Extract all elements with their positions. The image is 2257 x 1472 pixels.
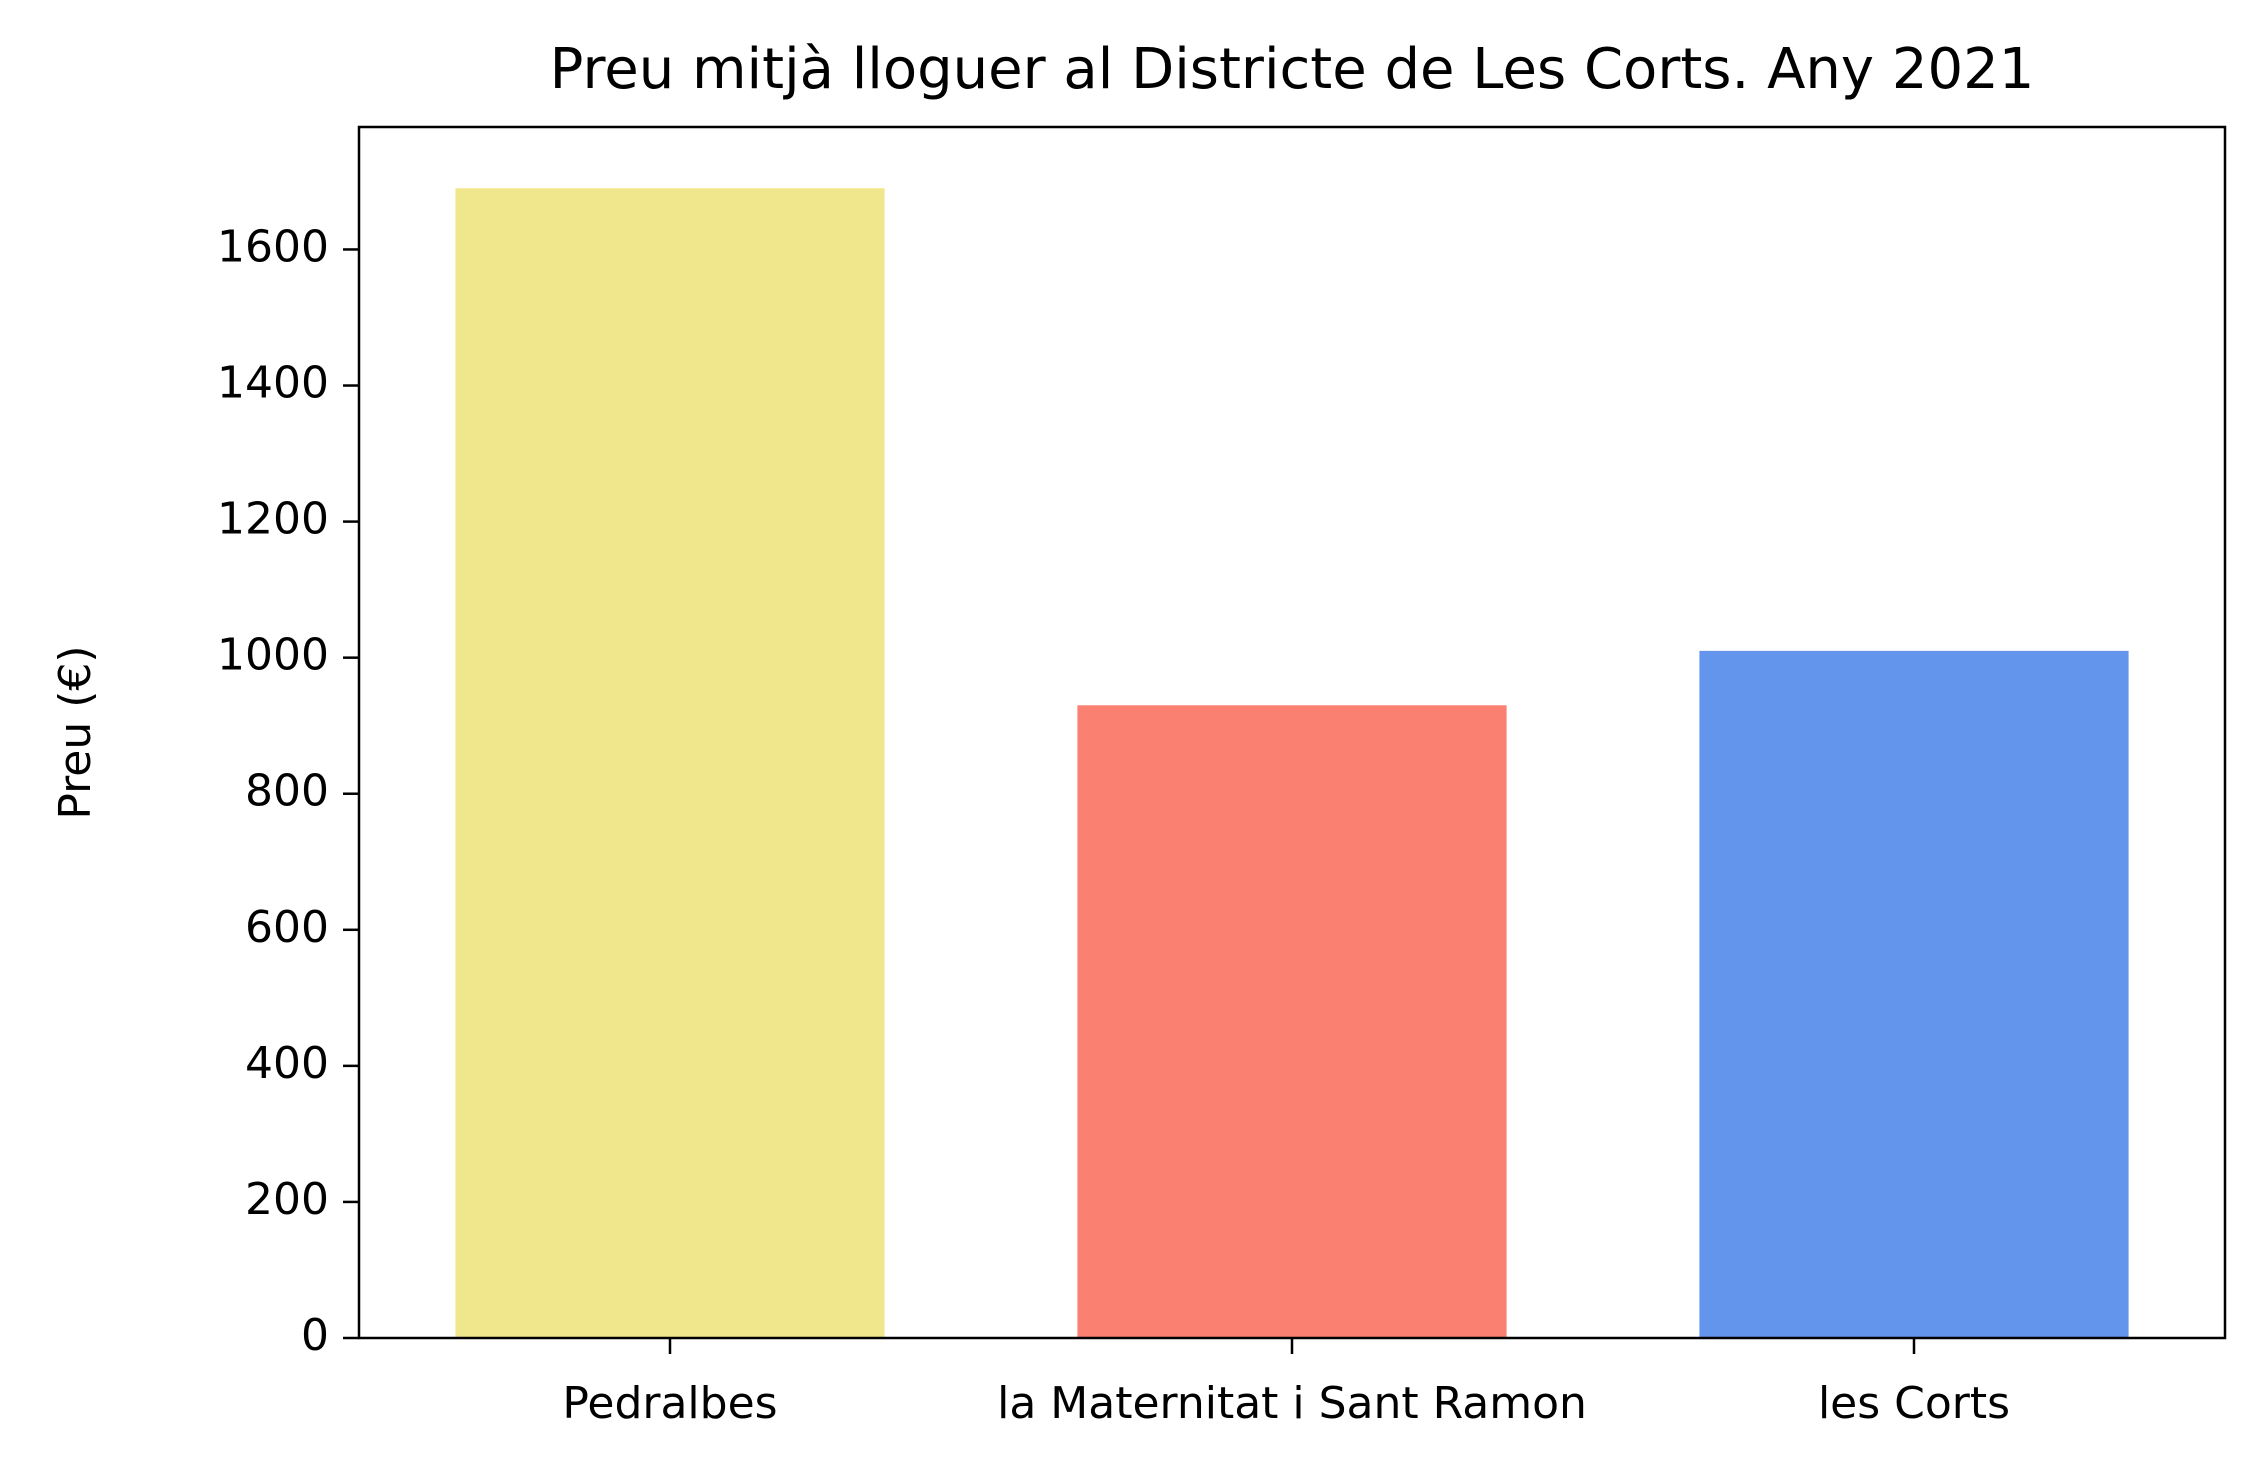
y-tick-label: 1600: [217, 221, 329, 272]
chart-title: Preu mitjà lloguer al Districte de Les C…: [550, 37, 2035, 102]
bar-la-maternitat-i-sant-ramon: [1077, 705, 1507, 1338]
y-tick-label: 1000: [217, 630, 329, 681]
y-tick-label: 800: [245, 766, 329, 817]
y-tick-label: 600: [245, 902, 329, 953]
bar-pedralbes: [455, 188, 885, 1338]
x-tick-label: la Maternitat i Sant Ramon: [997, 1378, 1587, 1429]
y-tick-label: 400: [245, 1038, 329, 1089]
plot-area-frame: [357, 125, 2227, 1340]
bar-les-corts: [1699, 650, 2129, 1338]
x-tick-label: Pedralbes: [562, 1378, 777, 1429]
y-axis-label: Preu (€): [50, 645, 101, 819]
y-tick-label: 1400: [217, 358, 329, 409]
y-tick-label: 0: [301, 1310, 329, 1361]
y-tick-label: 1200: [217, 494, 329, 545]
y-tick-label: 200: [245, 1174, 329, 1225]
x-tick-label: les Corts: [1818, 1378, 2010, 1429]
